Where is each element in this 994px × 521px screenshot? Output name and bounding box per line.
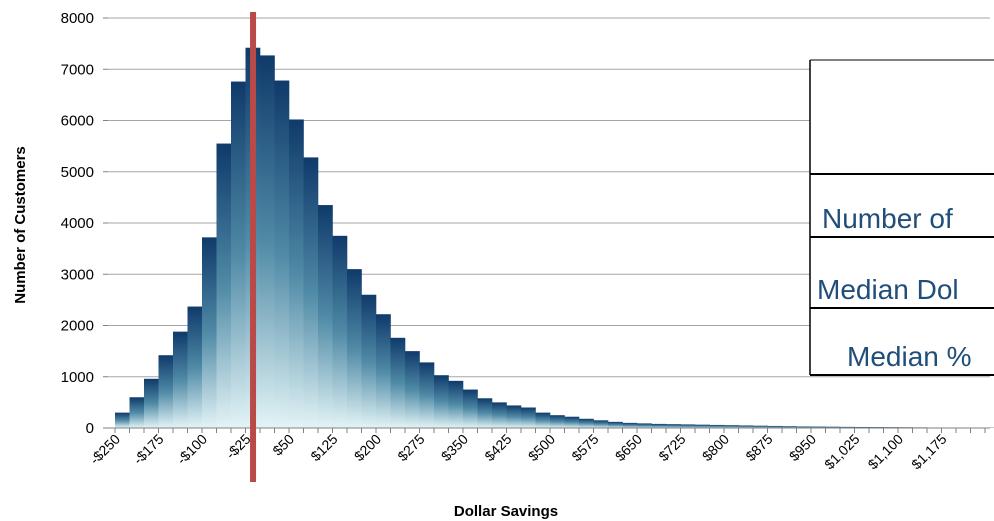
histogram-bar [724,425,739,428]
histogram-bar [564,416,580,428]
histogram-bar [637,423,652,428]
histogram-bar [492,402,507,428]
y-tick-label: 7000 [61,61,94,78]
histogram-bar [767,425,783,428]
histogram-bar [405,351,420,428]
histogram-bar [303,157,319,428]
histogram-bar [506,405,522,428]
x-tick-label: $500 [525,431,558,464]
table-background [810,60,994,375]
table-row-label: Number of [822,203,953,234]
histogram-bar [477,398,493,428]
histogram-bar [231,81,246,429]
x-tick-label: $50 [269,431,297,459]
histogram-bar [811,426,826,428]
histogram-bar [332,235,348,428]
histogram-bar [622,422,638,428]
x-tick-label: $200 [351,431,384,464]
x-axis-title: Dollar Savings [454,503,558,520]
histogram-bar [448,380,464,428]
histogram-bar [796,426,812,428]
x-tick-label: $125 [307,431,340,464]
x-tick-label: $275 [394,431,427,464]
histogram-bar [187,306,203,428]
histogram-bar [738,425,754,428]
x-tick-label: $425 [481,431,514,464]
histogram-bar [579,418,594,428]
x-tick-label: $350 [438,431,471,464]
histogram-bar [202,237,217,428]
y-tick-label: 1000 [61,369,94,386]
histogram-bar [158,355,174,428]
summary-table: Number of Median Dol Median % [809,59,994,376]
histogram-bar [709,424,725,428]
x-tick-label: $1,175 [908,431,950,473]
y-tick-label: 2000 [61,318,94,335]
histogram-bar [753,425,768,428]
x-tick-label: $575 [568,431,601,464]
histogram-bar [289,119,304,428]
histogram-bar [695,424,710,428]
y-tick-label: 8000 [61,10,94,27]
histogram-bar [347,269,362,428]
table-row-label: Median % [847,341,972,372]
histogram-bars [115,47,994,429]
histogram-bar [854,426,870,428]
histogram-bar [782,426,797,428]
histogram-bar [463,389,478,428]
histogram-bar [376,314,391,428]
x-tick-label: $650 [612,431,645,464]
histogram-bar [260,55,275,428]
histogram-bar [608,421,623,428]
y-tick-label: 6000 [61,113,94,130]
histogram-bar [825,426,841,428]
histogram-bar [550,415,565,428]
histogram-bar [390,337,406,428]
histogram-bar [680,424,696,428]
x-tick-label: -$175 [130,431,167,468]
y-axis-ticks: 0 1000 2000 3000 4000 5000 6000 7000 8000 [61,10,108,437]
x-tick-label: $1,100 [865,431,907,473]
histogram-bar [318,205,333,428]
histogram-bar [535,412,551,428]
histogram-bar [434,375,449,428]
x-tick-label: $1,025 [821,431,863,473]
histogram-bar [666,424,681,428]
y-tick-label: 3000 [61,266,94,283]
table-row-label: Median Dol [817,274,959,305]
histogram-bar [593,420,609,428]
histogram-bar [651,423,667,428]
histogram-bar [521,407,536,428]
y-axis-title: Number of Customers [12,146,29,304]
x-tick-label: -$100 [173,431,210,468]
histogram-bar [840,426,855,428]
histogram-bar [274,80,290,429]
x-tick-label: $950 [786,431,819,464]
y-tick-label: 5000 [61,164,94,181]
histogram-bar [216,143,232,428]
x-tick-label: $875 [742,431,775,464]
histogram-bar [129,397,145,428]
histogram-bar [144,378,159,428]
x-axis-ticks: -$250 -$175 -$100 -$25 $50 $125 $200 $275 $350 $4… [86,428,986,473]
y-tick-label: 4000 [61,215,94,232]
y-tick-label: 0 [86,420,94,437]
histogram-bar [419,362,435,428]
histogram-bar [115,412,130,428]
median-marker-line [250,12,257,482]
histogram-bar [173,331,188,428]
x-tick-label: $725 [655,431,688,464]
x-tick-label: $800 [699,431,732,464]
histogram-bar [361,294,377,428]
x-tick-label: -$25 [222,431,253,462]
